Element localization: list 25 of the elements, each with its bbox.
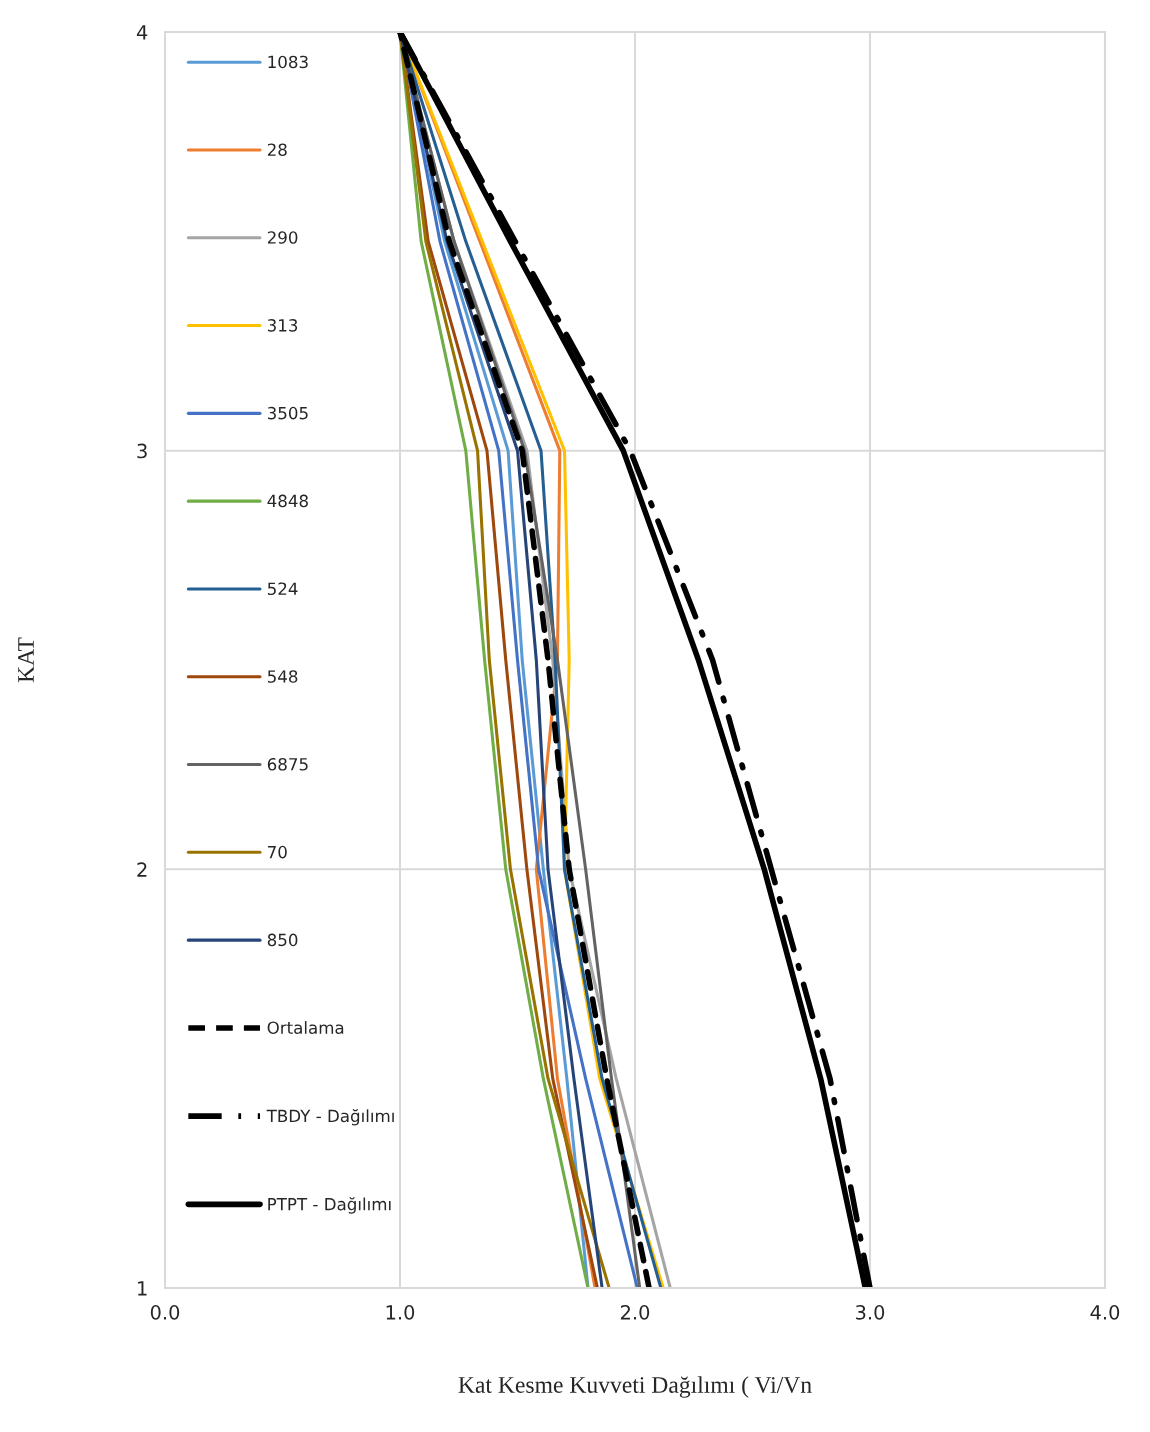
legend-label: PTPT - Dağılımı [268,1197,391,1214]
legend-label: 524 [267,582,298,596]
legend-label: 6875 [267,758,308,771]
x-tick-label: 1.0 [386,1305,415,1320]
y-axis-title: KAT [18,637,34,683]
legend-label: 4848 [267,494,308,508]
legend-label: 70 [268,845,287,859]
x-tick-label: 3.0 [856,1305,885,1320]
y-tick-label: 2 [137,862,147,877]
legend-label: TBDY - Dağılımı [266,1108,394,1126]
legend-label: 548 [267,670,298,683]
legend-label: 28 [267,143,287,157]
legend-label: Ortalama [267,1021,344,1034]
legend-label: 313 [267,319,298,332]
x-tick-label: 0.0 [150,1305,180,1320]
x-tick-label: 2.0 [620,1305,650,1320]
x-axis-title: Kat Kesme Kuvveti Dağılımı ( Vi/Vn [458,1376,812,1398]
legend-label: 290 [267,231,298,244]
y-tick-label: 4 [136,25,148,40]
x-tick-label: 4.0 [1090,1305,1120,1320]
legend-label: 3505 [267,406,308,420]
y-tick-label: 3 [137,443,147,459]
y-tick-label: 1 [138,1281,147,1296]
legend-label: 1083 [268,55,308,69]
legend-label: 850 [267,933,298,947]
